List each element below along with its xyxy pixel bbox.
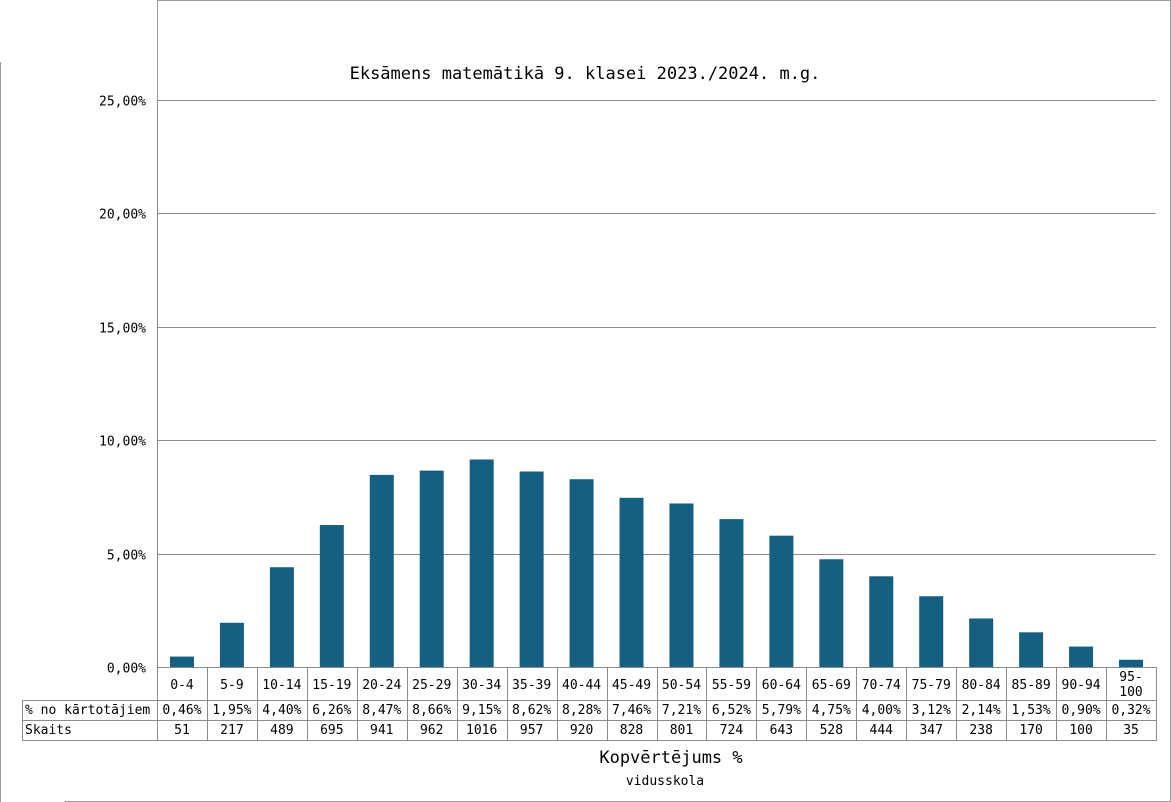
table-cell: 7,21% — [662, 703, 701, 718]
table-cell: 0,90% — [1062, 703, 1101, 718]
x-tick-label: 30-34 — [462, 678, 501, 693]
bar-10-14 — [269, 567, 294, 667]
table-cell: 920 — [570, 723, 593, 738]
table-cell: 238 — [969, 723, 992, 738]
bar-15-19 — [319, 525, 344, 667]
bar-5-9 — [219, 622, 244, 667]
y-tick-label: 5,00% — [107, 549, 146, 564]
data-table: 0-4 5-9 10-14 15-19 20-24 25-29 30-34 35-39 40-4… — [22, 667, 1157, 741]
table-row-label: Skaits — [25, 723, 72, 738]
table-cell: 724 — [720, 723, 744, 738]
table-cell: 8,47% — [362, 703, 401, 718]
chart-subtitle: vidusskola — [626, 774, 704, 789]
table-cell: 51 — [174, 723, 190, 738]
x-axis-label: Kopvērtējums % — [599, 748, 742, 768]
bar-50-54 — [669, 503, 694, 667]
bar-55-59 — [719, 519, 744, 667]
bar-25-29 — [419, 470, 444, 667]
x-tick-label: 65-69 — [812, 678, 851, 693]
table-cell: 100 — [1069, 723, 1092, 738]
table-cell: 5,79% — [762, 703, 801, 718]
bar-20-24 — [369, 474, 394, 667]
x-tick-label: 50-54 — [662, 678, 701, 693]
bar-70-74 — [869, 576, 894, 667]
x-tick-label: 85-89 — [1012, 678, 1051, 693]
y-tick-label: 20,00% — [99, 208, 146, 223]
table-cell: 170 — [1019, 723, 1042, 738]
table-cell: 801 — [670, 723, 693, 738]
bar-60-64 — [769, 535, 794, 667]
bar-90-94 — [1069, 646, 1094, 667]
y-tick-label: 15,00% — [99, 322, 146, 337]
table-cell: 962 — [420, 723, 443, 738]
x-tick-label: 25-29 — [412, 678, 451, 693]
table-cell: 1016 — [466, 723, 497, 738]
x-tick-label: 90-94 — [1062, 678, 1101, 693]
x-tick-label: 60-64 — [762, 678, 801, 693]
bar-35-39 — [519, 471, 544, 667]
x-tick-label: 45-49 — [612, 678, 651, 693]
table-cell: 828 — [620, 723, 643, 738]
bar-0-4 — [169, 656, 194, 667]
table-cell: 8,28% — [562, 703, 601, 718]
table-cell: 0,46% — [162, 703, 201, 718]
table-cell: 6,26% — [312, 703, 351, 718]
bar-80-84 — [969, 618, 994, 667]
table-cell: 4,00% — [862, 703, 901, 718]
table-cell: 8,62% — [512, 703, 551, 718]
x-tick-label: 75-79 — [912, 678, 951, 693]
table-cell: 217 — [220, 723, 243, 738]
table-cell: 347 — [919, 723, 942, 738]
x-tick-label: 55-59 — [712, 678, 751, 693]
table-cell: 9,15% — [462, 703, 501, 718]
x-tick-label: 5-9 — [220, 678, 243, 693]
table-cell: 8,66% — [412, 703, 451, 718]
y-tick-label: 10,00% — [99, 435, 146, 450]
x-tick-label: 80-84 — [962, 678, 1001, 693]
bar-40-44 — [569, 479, 594, 667]
y-axis-ticks: 0,00% 5,00% 10,00% 15,00% 20,00% 25,00% — [99, 95, 146, 677]
table-cell: 3,12% — [912, 703, 951, 718]
y-tick-label: 25,00% — [99, 95, 146, 110]
table-cell: 2,14% — [962, 703, 1001, 718]
table-cell: 4,75% — [812, 703, 851, 718]
table-cell: 7,46% — [612, 703, 651, 718]
x-tick-label: 10-14 — [262, 678, 301, 693]
table-cell: 643 — [770, 723, 793, 738]
table-cell: 1,95% — [212, 703, 251, 718]
y-tick-label: 0,00% — [107, 662, 146, 677]
x-tick-label-part: 100 — [1119, 685, 1142, 700]
grid — [157, 100, 1156, 668]
table-row-label: % no kārtotājiem — [25, 703, 150, 718]
table-cell: 4,40% — [262, 703, 301, 718]
bar-75-79 — [919, 596, 944, 667]
x-tick-label: 35-39 — [512, 678, 551, 693]
x-tick-label: 40-44 — [562, 678, 601, 693]
bar-85-89 — [1019, 632, 1044, 667]
bar-65-69 — [819, 559, 844, 667]
chart-title: Eksāmens matemātikā 9. klasei 2023./2024… — [350, 64, 821, 84]
table-cell: 1,53% — [1012, 703, 1051, 718]
x-tick-label: 20-24 — [362, 678, 401, 693]
x-tick-label-part: 95- — [1119, 670, 1142, 685]
x-tick-label: 0-4 — [170, 678, 194, 693]
table-cell: 941 — [370, 723, 393, 738]
bar-30-34 — [469, 459, 494, 667]
table-cell: 444 — [870, 723, 894, 738]
table-cell: 695 — [320, 723, 343, 738]
x-tick-label: 15-19 — [312, 678, 351, 693]
table-cell: 35 — [1123, 723, 1139, 738]
table-cell: 489 — [270, 723, 293, 738]
bars — [169, 459, 1144, 667]
bar-45-49 — [619, 497, 644, 667]
table-cell: 957 — [520, 723, 543, 738]
table-cell: 0,32% — [1111, 703, 1150, 718]
table-cell: 528 — [820, 723, 843, 738]
table-cell: 6,52% — [712, 703, 751, 718]
bar-95-100 — [1119, 659, 1144, 667]
x-tick-label: 70-74 — [862, 678, 901, 693]
